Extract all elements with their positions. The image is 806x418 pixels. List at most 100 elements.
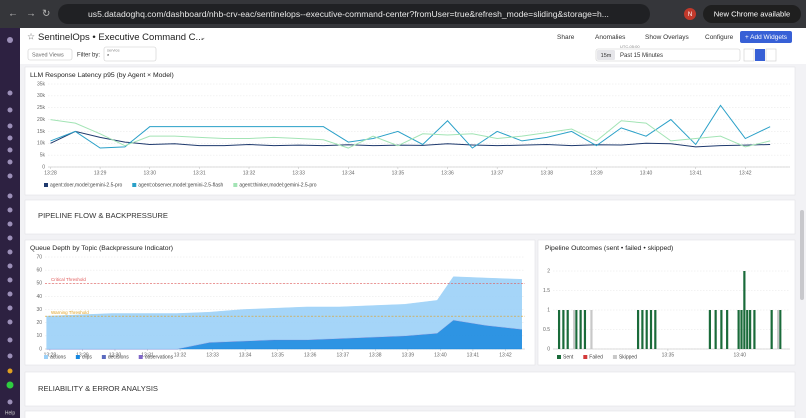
x-tick-label: 13:38	[369, 352, 382, 358]
dashboard-title: SentinelOps • Executive Command C...	[38, 32, 203, 43]
pause-button[interactable]	[755, 49, 765, 61]
legend-swatch	[612, 355, 617, 359]
saved-views-select[interactable]	[27, 48, 73, 61]
y-tick-label: 0	[42, 164, 45, 170]
y-tick-label: 30k	[37, 93, 46, 99]
timezone: UTC-05:00	[620, 44, 640, 49]
bar	[749, 310, 752, 349]
anomalies-button[interactable]: Anomalies	[595, 34, 626, 41]
step-forward[interactable]	[765, 48, 777, 62]
add-widgets-text: + Add Widgets	[745, 34, 788, 41]
threshold-label: Warning Threshold	[51, 310, 89, 315]
legend-swatch	[101, 355, 106, 359]
bar	[562, 310, 565, 349]
x-tick-label: 13:31	[193, 170, 206, 176]
update-button[interactable]	[703, 5, 801, 23]
service-value: *	[107, 54, 110, 60]
legend-swatch	[138, 355, 143, 359]
x-tick-label: 13:35	[392, 170, 405, 176]
legend-label: decisions	[108, 354, 129, 360]
y-tick-label: 60	[36, 267, 42, 273]
y-tick-label: 25k	[37, 105, 46, 111]
y-tick-label: 70	[36, 254, 42, 260]
saved-views-text: Saved Views	[32, 52, 64, 58]
x-tick-label: 13:37	[491, 170, 504, 176]
service-label: service	[107, 48, 120, 53]
configure-button[interactable]: Configure	[705, 34, 734, 41]
next-widget	[24, 410, 796, 418]
bar	[770, 310, 773, 349]
section-header	[24, 371, 796, 407]
y-tick-label: 20	[36, 320, 42, 326]
bar	[636, 310, 640, 349]
section-title: RELIABILITY & ERROR ANALYSIS	[38, 384, 158, 393]
series-area	[46, 276, 522, 350]
bar	[645, 310, 648, 349]
bar	[777, 310, 780, 349]
y-tick-label: 2	[547, 268, 550, 274]
overlays-button[interactable]: Show Overlays	[645, 34, 689, 41]
bar	[720, 310, 723, 349]
range-text: Past 15 Minutes	[620, 53, 663, 59]
back-button[interactable]: ←	[8, 9, 18, 20]
title-menu[interactable]: ⌄	[200, 34, 206, 41]
x-tick-label: 13:33	[292, 170, 305, 176]
section-title: PIPELINE FLOW & BACKPRESSURE	[38, 211, 168, 220]
y-tick-label: 35k	[37, 81, 46, 87]
x-tick-label: 13:39	[590, 170, 603, 176]
add-widgets-button[interactable]	[740, 31, 792, 43]
bar	[743, 271, 746, 349]
y-tick-label: 1	[547, 307, 550, 313]
series-line	[50, 104, 771, 149]
x-tick-label: 13:29	[76, 352, 89, 358]
x-tick-label: 13:36	[304, 352, 317, 358]
bar	[579, 310, 582, 349]
help-link[interactable]: Help	[5, 410, 16, 416]
legend-swatch	[583, 355, 588, 359]
x-tick-label: 13:40	[640, 170, 653, 176]
service-filter[interactable]	[103, 46, 157, 62]
chart-title: Pipeline Outcomes (sent • failed • skipp…	[545, 245, 673, 252]
address-bar[interactable]	[58, 4, 650, 24]
x-tick-label: 13:34	[342, 170, 355, 176]
x-tick-label: 13:41	[689, 170, 702, 176]
profile-avatar[interactable]	[684, 8, 696, 20]
scrollbar[interactable]	[800, 210, 804, 300]
legend-label: agent:doer,model:gemini-2.5-pro	[50, 182, 122, 188]
legend-label: clips	[82, 354, 93, 360]
chart-title: LLM Response Latency p95 (by Agent × Mod…	[30, 72, 174, 79]
legend-swatch	[233, 183, 238, 187]
y-tick-label: 15k	[37, 129, 46, 135]
y-tick-label: 20k	[37, 117, 46, 123]
bar	[737, 310, 740, 349]
step-back[interactable]	[743, 48, 755, 62]
bar	[753, 310, 756, 349]
legend-swatch	[44, 355, 48, 359]
forward-button[interactable]: →	[26, 9, 36, 20]
share-button[interactable]: Share	[557, 34, 575, 41]
reload-button[interactable]: ↻	[42, 9, 50, 20]
section-header	[24, 199, 796, 235]
update-text: New Chrome available	[714, 10, 790, 19]
y-tick-label: 50	[36, 281, 42, 287]
x-tick-label: 13:32	[243, 170, 256, 176]
legend-label: Failed	[589, 354, 603, 360]
url: us5.datadoghq.com/dashboard/nhb-crv-eac/…	[88, 9, 609, 19]
x-tick-label: 13:42	[739, 170, 752, 176]
y-tick-label: 0.5	[543, 327, 550, 333]
series-line	[50, 119, 771, 149]
y-tick-label: 10	[36, 333, 42, 339]
latency-widget	[24, 66, 796, 196]
x-tick-label: 13:35	[662, 352, 675, 358]
bar	[575, 310, 578, 349]
star-icon[interactable]: ☆	[27, 31, 35, 41]
x-tick-label: 13:28	[44, 170, 57, 176]
x-tick-label: 13:30	[143, 170, 156, 176]
bar	[566, 310, 569, 349]
time-picker[interactable]	[595, 48, 741, 62]
legend-swatch	[557, 355, 561, 359]
y-tick-label: 0	[547, 346, 550, 352]
bar	[649, 310, 653, 349]
bar	[590, 310, 593, 349]
legend-label: observations	[145, 354, 174, 360]
